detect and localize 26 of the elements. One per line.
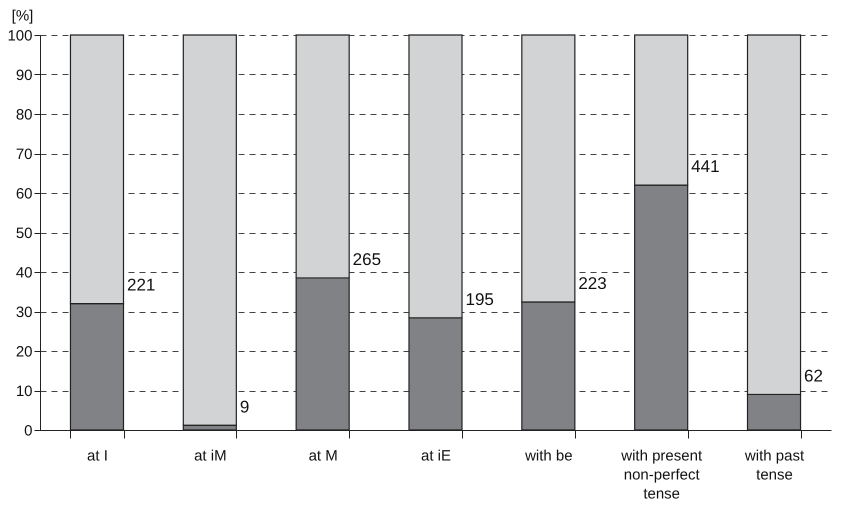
y-tick-label: 40 bbox=[16, 264, 32, 282]
y-tick-label: 10 bbox=[16, 383, 32, 400]
y-tick-label: 70 bbox=[16, 146, 32, 163]
y-tick-label: 50 bbox=[16, 225, 32, 242]
x-tick-label: with be bbox=[524, 448, 573, 464]
y-axis-title: [%] bbox=[12, 8, 34, 24]
x-tick-label: at iM bbox=[194, 448, 227, 464]
y-tick-label: 0 bbox=[24, 422, 32, 440]
annotation: 223 bbox=[578, 274, 607, 294]
x-tick-label: at I bbox=[87, 448, 108, 464]
x-tick-label: at M bbox=[308, 448, 338, 464]
annotation: 9 bbox=[240, 397, 250, 416]
annotation: 441 bbox=[691, 157, 720, 176]
y-tick-label: 20 bbox=[16, 344, 32, 360]
x-tick-label: with past tense bbox=[744, 448, 805, 484]
annotation: 265 bbox=[352, 250, 382, 269]
x-tick-label: at iE bbox=[420, 448, 452, 464]
y-tick-label: 30 bbox=[16, 304, 32, 321]
y-tick-label: 60 bbox=[16, 186, 32, 202]
annotation: 195 bbox=[466, 290, 494, 309]
y-tick-label: 100 bbox=[7, 28, 32, 44]
y-tick-label: 90 bbox=[16, 67, 32, 84]
annotation: 221 bbox=[126, 276, 156, 295]
y-tick-label: 80 bbox=[16, 106, 32, 124]
x-tick-label: with present non-perfect tense bbox=[620, 448, 703, 502]
annotation: 62 bbox=[804, 366, 823, 386]
